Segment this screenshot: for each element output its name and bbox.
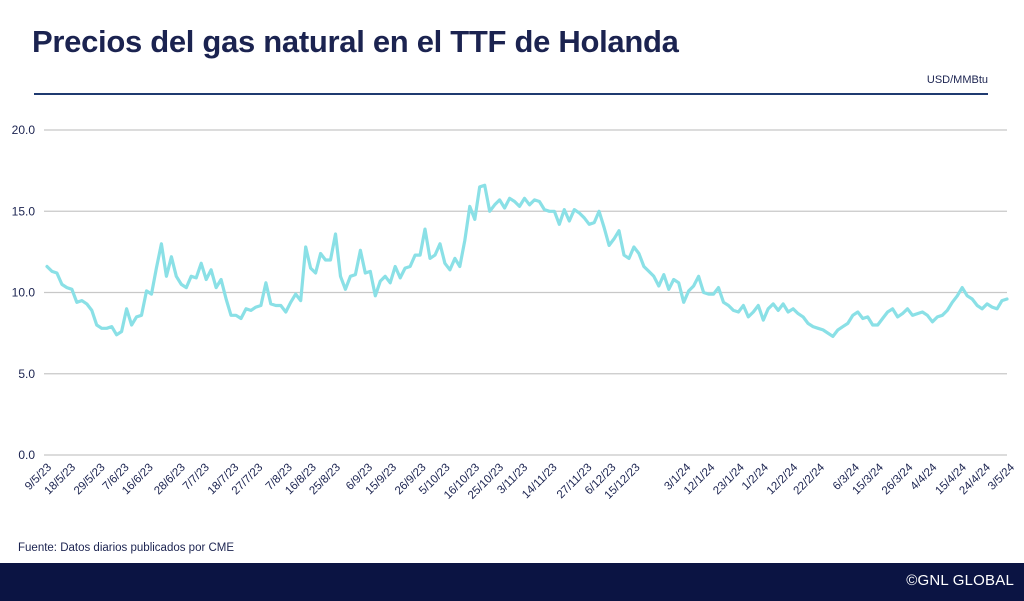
x-tick-label: 23/1/24 [711,461,747,497]
chart-svg: 0.0 5.0 10.0 15.0 20.0 9/5/2318/5/2329/5/237… [12,123,1018,502]
y-tick-label: 20.0 [12,123,36,137]
y-tick-label: 10.0 [12,286,36,300]
footer-bar: ©GNL GLOBAL [0,563,1024,601]
chart-series [45,183,1009,338]
chart-grid [44,129,1007,456]
series-line-0 [45,183,1009,338]
x-tick-label: 3/5/24 [986,461,1018,493]
chart-title: Precios del gas natural en el TTF de Hol… [32,24,679,59]
y-tick-label: 5.0 [18,367,35,381]
x-tick-label: 29/5/23 [72,462,108,498]
source-note: Fuente: Datos diarios publicados por CME [18,542,235,554]
y-axis: 0.0 5.0 10.0 15.0 20.0 [12,123,36,462]
unit-label: USD/MMBtu [926,74,988,86]
header-rule [34,93,988,95]
x-tick-label: 26/3/24 [880,461,916,497]
brand-logo: ©GNL GLOBAL [906,572,1014,589]
y-tick-label: 0.0 [18,448,35,462]
x-axis: 9/5/2318/5/2329/5/237/6/2316/6/2328/6/23… [23,461,1018,502]
x-tick-label: 22/2/24 [792,461,828,497]
x-tick-label: 28/6/23 [152,462,188,498]
y-tick-label: 15.0 [12,204,36,218]
